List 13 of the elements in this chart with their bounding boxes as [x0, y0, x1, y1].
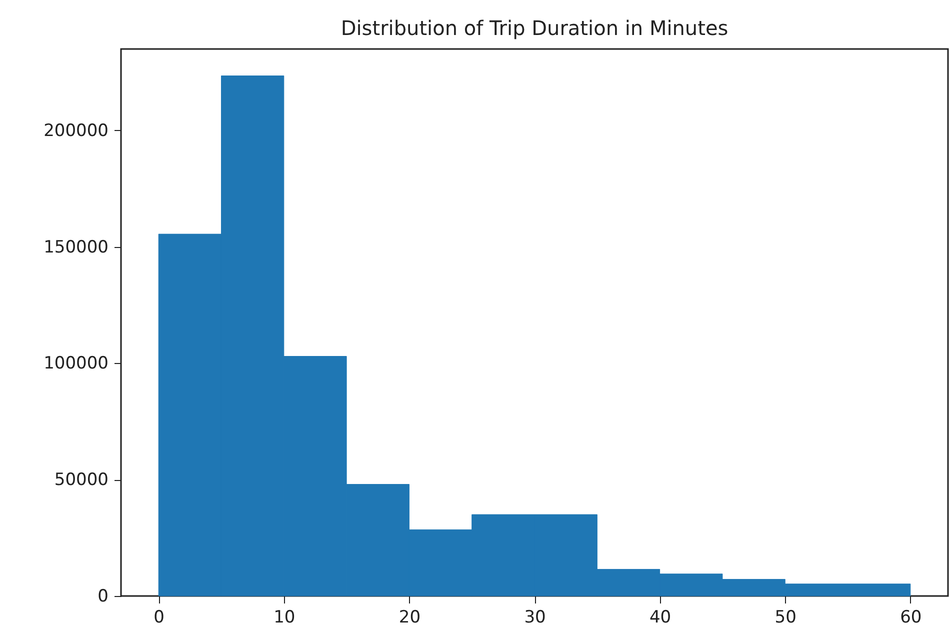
x-tick-label: 10 [274, 608, 296, 628]
y-tick-label: 0 [98, 586, 108, 606]
y-tick-label: 100000 [44, 354, 108, 374]
x-tick-label: 60 [900, 608, 922, 628]
y-tick-label: 200000 [44, 120, 108, 141]
x-tick-label: 30 [524, 608, 546, 628]
chart-title: Distribution of Trip Duration in Minutes [340, 16, 728, 40]
y-tick-label: 50000 [54, 470, 108, 490]
x-tick-label: 20 [398, 608, 421, 628]
x-tick-label: 0 [154, 608, 165, 628]
y-tick-label: 150000 [44, 237, 108, 258]
x-tick-label: 40 [649, 608, 672, 628]
x-tick-label: 50 [774, 608, 796, 628]
